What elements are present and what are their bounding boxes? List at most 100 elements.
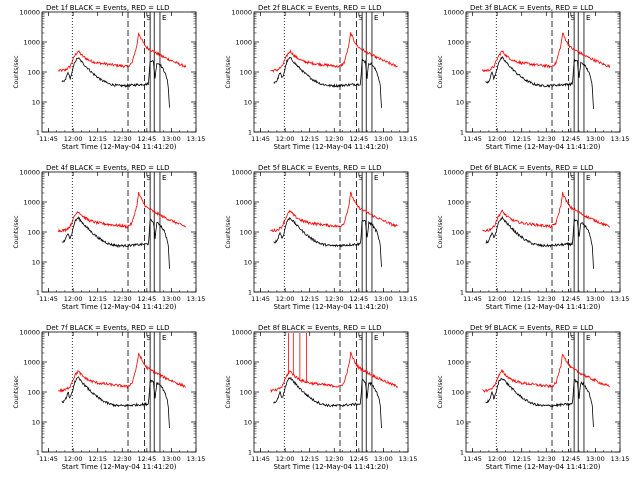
x-axis-label: Start Time (12-May-04 11:41:20) <box>485 143 600 151</box>
y-axis-label: Counts/sec <box>13 215 20 248</box>
series-line-events <box>273 217 382 267</box>
panel-title: Det 5f BLACK = Events, RED = LLD <box>258 164 381 172</box>
x-tick-label: 12:45 <box>349 455 368 463</box>
x-tick-label: 11:45 <box>463 455 482 463</box>
x-tick-label: 12:30 <box>537 455 556 463</box>
y-tick-label: 1000 <box>447 359 464 367</box>
x-tick-label: 11:45 <box>463 295 482 303</box>
x-tick-label: 12:30 <box>113 295 132 303</box>
plot-frame <box>41 11 197 133</box>
y-tick-label: 10000 <box>443 169 464 177</box>
x-tick-label: 12:45 <box>561 295 580 303</box>
series-line-lld <box>58 353 186 393</box>
y-axis-label: Counts/sec <box>225 55 232 88</box>
x-tick-label: 12:00 <box>276 135 295 143</box>
series-line-events <box>61 57 170 108</box>
y-axis-label: Counts/sec <box>437 375 444 408</box>
x-tick-label: 12:00 <box>276 295 295 303</box>
panel-det-9: Det 9f BLACK = Events, RED = LLD 1 10 100 10… <box>437 324 629 471</box>
x-tick-label: 13:15 <box>611 295 630 303</box>
series-line-events <box>485 56 594 110</box>
x-tick-label: 12:15 <box>88 135 107 143</box>
y-axis-label: Counts/sec <box>225 215 232 248</box>
x-axis-label: Start Time (12-May-04 11:41:20) <box>61 463 176 471</box>
panel-det-4: Det 4f BLACK = Events, RED = LLD 1 10 100 10… <box>13 164 205 311</box>
x-tick-label: 12:30 <box>325 295 344 303</box>
marker-label: E <box>162 14 166 22</box>
marker-label: E <box>374 174 378 182</box>
x-tick-label: 13:00 <box>586 455 605 463</box>
x-tick-label: 12:00 <box>276 455 295 463</box>
x-tick-label: 13:00 <box>162 135 181 143</box>
y-tick-label: 100 <box>452 69 464 77</box>
x-tick-label: 13:15 <box>187 455 206 463</box>
x-tick-label: 12:00 <box>64 295 83 303</box>
x-tick-label: 11:45 <box>251 295 270 303</box>
x-tick-label: 12:00 <box>488 135 507 143</box>
y-tick-label: 10 <box>456 419 464 427</box>
y-tick-label: 10000 <box>231 9 252 17</box>
y-tick-label: 1000 <box>23 359 40 367</box>
y-tick-label: 1 <box>36 449 40 457</box>
series-line-events <box>61 376 170 429</box>
x-tick-label: 12:15 <box>88 455 107 463</box>
panel-det-8: Det 8f BLACK = Events, RED = LLD 1 10 100 10… <box>225 324 417 471</box>
y-tick-label: 100 <box>240 229 252 237</box>
x-tick-label: 13:15 <box>399 135 418 143</box>
y-tick-label: 1 <box>36 129 40 137</box>
marker-label: S <box>570 14 575 22</box>
marker-label: S <box>570 174 575 182</box>
x-tick-label: 12:00 <box>488 455 507 463</box>
marker-label: E <box>586 334 590 342</box>
x-axis-label: Start Time (12-May-04 11:41:20) <box>61 303 176 311</box>
y-tick-label: 10 <box>456 99 464 107</box>
y-tick-label: 1000 <box>23 199 40 207</box>
panel-det-6: Det 6f BLACK = Events, RED = LLD 1 10 100 10… <box>437 164 629 311</box>
x-tick-label: 13:15 <box>611 455 630 463</box>
x-tick-label: 12:15 <box>512 455 531 463</box>
y-axis-label: Counts/sec <box>437 215 444 248</box>
marker-label: S <box>358 174 363 182</box>
series-line-events <box>273 56 382 108</box>
x-tick-label: 13:00 <box>374 455 393 463</box>
panel-title: Det 8f BLACK = Events, RED = LLD <box>258 324 381 332</box>
x-tick-label: 12:45 <box>137 135 156 143</box>
series-line-lld <box>58 191 186 233</box>
x-tick-label: 12:00 <box>488 295 507 303</box>
panel-title: Det 9f BLACK = Events, RED = LLD <box>470 324 593 332</box>
y-tick-label: 100 <box>28 69 40 77</box>
x-tick-label: 13:15 <box>399 295 418 303</box>
x-tick-label: 11:45 <box>463 135 482 143</box>
plot-frame <box>465 171 621 293</box>
x-tick-label: 11:45 <box>251 135 270 143</box>
y-tick-label: 1 <box>248 449 252 457</box>
y-tick-label: 10000 <box>19 9 40 17</box>
x-tick-label: 12:15 <box>300 135 319 143</box>
x-tick-label: 11:45 <box>251 455 270 463</box>
y-tick-label: 10 <box>244 419 252 427</box>
y-tick-label: 1 <box>460 289 464 297</box>
x-tick-label: 12:45 <box>137 295 156 303</box>
x-tick-label: 13:15 <box>187 295 206 303</box>
marker-label: E <box>162 334 166 342</box>
y-tick-label: 100 <box>240 389 252 397</box>
series-line-lld <box>482 32 611 73</box>
panel-det-3: Det 3f BLACK = Events, RED = LLD 1 10 100 10… <box>437 4 629 151</box>
x-tick-label: 12:45 <box>349 135 368 143</box>
y-axis-label: Counts/sec <box>437 55 444 88</box>
y-tick-label: 10 <box>244 259 252 267</box>
y-tick-label: 10000 <box>231 169 252 177</box>
series-line-lld <box>58 32 187 73</box>
y-tick-label: 10 <box>32 419 40 427</box>
series-line-lld <box>270 191 398 233</box>
y-tick-label: 100 <box>28 229 40 237</box>
y-tick-label: 1000 <box>447 199 464 207</box>
panel-det-5: Det 5f BLACK = Events, RED = LLD 1 10 100 10… <box>225 164 417 311</box>
marker-label: S <box>358 334 363 342</box>
x-tick-label: 12:00 <box>64 455 83 463</box>
plot-frame <box>253 171 409 293</box>
x-tick-label: 12:45 <box>349 295 368 303</box>
x-tick-label: 12:30 <box>113 135 132 143</box>
x-tick-label: 11:45 <box>39 455 58 463</box>
